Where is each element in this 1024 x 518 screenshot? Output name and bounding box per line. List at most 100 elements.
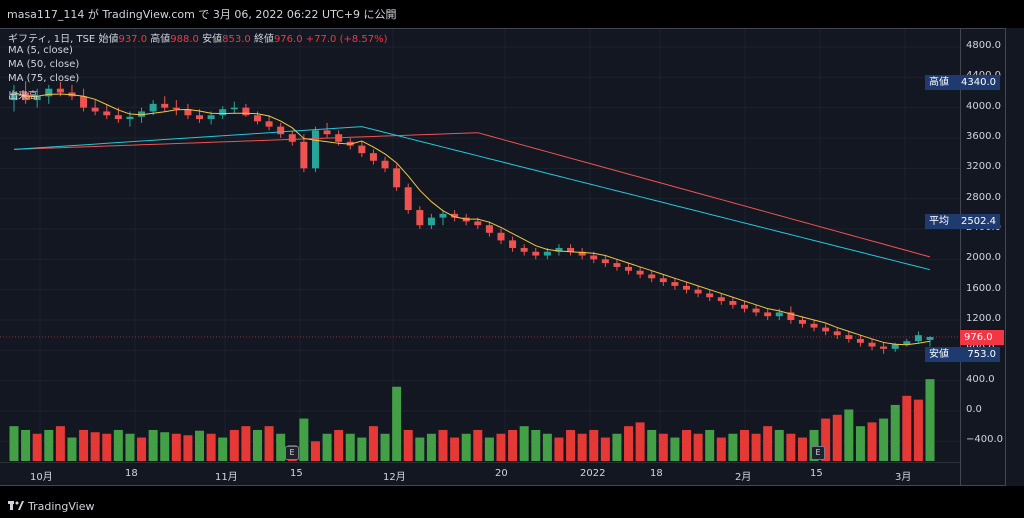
candle-body: [497, 232, 505, 241]
time-axis-line: [0, 462, 960, 463]
candle-body: [103, 111, 111, 116]
volume-bar: [21, 429, 31, 461]
earnings-marker[interactable]: E: [811, 446, 825, 460]
price-axis[interactable]: [960, 29, 1006, 485]
change-value: +77.0 (+8.57%): [305, 34, 388, 45]
legend-ma50[interactable]: MA (50, close): [8, 59, 80, 70]
price-tick: 1200.0: [966, 313, 1001, 324]
legend-volume[interactable]: 出来高: [8, 91, 38, 102]
candle-body: [532, 251, 540, 256]
candle-body: [288, 134, 296, 142]
candle-body: [822, 327, 830, 332]
volume-bar: [450, 437, 460, 461]
candle-body: [729, 301, 737, 305]
legend-ma5[interactable]: MA (5, close): [8, 45, 73, 56]
candle-body: [219, 109, 227, 116]
candle-body: [427, 217, 435, 226]
candle-body: [138, 111, 146, 117]
high-value: 988.0: [170, 34, 199, 45]
candle-body: [590, 255, 598, 260]
close-label: 終値: [253, 34, 274, 45]
volume-bar: [786, 433, 796, 461]
candle-body: [242, 107, 250, 116]
time-tick: 2022: [580, 468, 606, 479]
volume-bar: [183, 435, 193, 461]
price-tick: −400.0: [966, 434, 1004, 446]
candle-body: [752, 308, 760, 313]
volume-bar: [473, 429, 483, 461]
volume-bar: [508, 429, 518, 461]
last-price-badge: 976.0: [960, 330, 1004, 345]
legend-ma75[interactable]: MA (75, close): [8, 73, 80, 84]
symbol-name: ギフティ, 1日, TSE: [8, 34, 96, 45]
volume-bar: [392, 386, 402, 461]
time-tick: 20: [495, 468, 508, 479]
candle-body: [926, 336, 934, 340]
footer: [0, 486, 1024, 518]
candle-body: [393, 168, 401, 188]
candle-body: [775, 312, 783, 317]
candle-body: [706, 293, 714, 298]
volume-bar: [751, 433, 761, 461]
high-badge-value: 4340.0: [961, 77, 996, 88]
volume-bar: [148, 429, 158, 461]
avg-badge-label: 平均: [929, 216, 949, 227]
volume-bar: [55, 426, 65, 461]
publish-header: masa117_114 が TradingView.com で 3月 06, 2…: [0, 0, 1024, 28]
low-badge: 安値 753.0: [925, 347, 1000, 362]
candle-body: [10, 92, 18, 101]
candle-body: [787, 312, 795, 320]
volume-bar: [368, 426, 378, 461]
volume-bars: [9, 379, 935, 461]
volume-bar: [218, 437, 228, 461]
candle-body: [323, 130, 331, 135]
price-chart[interactable]: [0, 29, 960, 485]
candle-body: [567, 247, 575, 252]
price-tick: 4800.0: [966, 40, 1001, 51]
price-tick: 400.0: [966, 373, 995, 385]
publish-info: masa117_114 が TradingView.com で 3月 06, 2…: [7, 8, 397, 21]
volume-bar: [79, 429, 89, 461]
chart-frame: [0, 28, 1006, 486]
earnings-marker[interactable]: E: [285, 446, 299, 460]
brand-name: TradingView: [28, 500, 95, 513]
candle-body: [671, 282, 679, 286]
volume-bar: [913, 399, 923, 461]
volume-bar: [9, 426, 19, 461]
candle-body: [311, 130, 319, 169]
candle-body: [764, 312, 772, 317]
price-tick: 2000.0: [966, 252, 1001, 264]
open-label: 始値: [98, 34, 119, 45]
candle-body: [45, 88, 53, 97]
candle-body: [648, 274, 656, 279]
price-tick: 2800.0: [966, 191, 1001, 203]
close-value: 976.0: [273, 34, 303, 45]
high-label: 高値: [150, 34, 171, 45]
volume-bar: [334, 429, 344, 461]
candle-body: [636, 270, 644, 275]
last-price-value: 976.0: [964, 332, 993, 343]
volume-bar: [252, 429, 262, 461]
candle-body: [114, 115, 122, 120]
volume-bar: [925, 379, 935, 461]
candle-body: [161, 103, 169, 108]
candle-body: [601, 259, 609, 264]
candle-body: [880, 346, 888, 349]
volume-bar: [832, 414, 842, 461]
candle-body: [416, 210, 424, 226]
price-tick: 4000.0: [966, 100, 1001, 112]
price-tick: 1600.0: [966, 282, 1001, 294]
volume-bar: [415, 437, 425, 461]
candle-body: [56, 88, 64, 93]
low-badge-value: 753.0: [967, 349, 996, 360]
candle-body: [196, 115, 204, 120]
candle-body: [172, 107, 180, 110]
volume-bar: [635, 422, 645, 461]
volume-bar: [113, 429, 123, 461]
ma50-line: [13, 126, 931, 271]
time-tick: 3月: [895, 472, 912, 483]
time-tick: 15: [290, 468, 303, 479]
volume-bar: [461, 433, 471, 461]
candle-body: [694, 289, 702, 294]
